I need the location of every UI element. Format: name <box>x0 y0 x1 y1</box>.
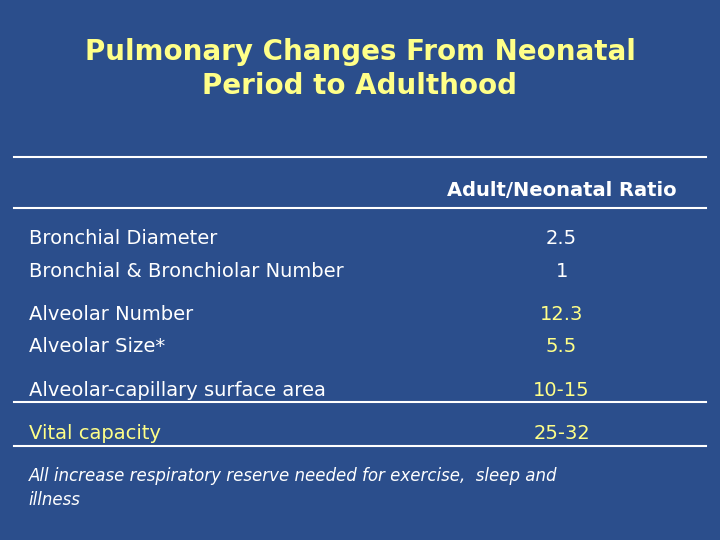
Text: 12.3: 12.3 <box>540 305 583 324</box>
Text: Adult/Neonatal Ratio: Adult/Neonatal Ratio <box>447 181 676 200</box>
Text: Alveolar-capillary surface area: Alveolar-capillary surface area <box>29 381 325 400</box>
Text: Alveolar Size*: Alveolar Size* <box>29 338 165 356</box>
Text: 5.5: 5.5 <box>546 338 577 356</box>
Text: 1: 1 <box>555 262 568 281</box>
Text: Bronchial & Bronchiolar Number: Bronchial & Bronchiolar Number <box>29 262 343 281</box>
Text: Bronchial Diameter: Bronchial Diameter <box>29 230 217 248</box>
Text: Alveolar Number: Alveolar Number <box>29 305 193 324</box>
Text: 25-32: 25-32 <box>534 424 590 443</box>
Text: 10-15: 10-15 <box>534 381 590 400</box>
Text: 2.5: 2.5 <box>546 230 577 248</box>
Text: All increase respiratory reserve needed for exercise,  sleep and
illness: All increase respiratory reserve needed … <box>29 467 557 509</box>
Text: Pulmonary Changes From Neonatal
Period to Adulthood: Pulmonary Changes From Neonatal Period t… <box>84 38 636 100</box>
Text: Vital capacity: Vital capacity <box>29 424 161 443</box>
